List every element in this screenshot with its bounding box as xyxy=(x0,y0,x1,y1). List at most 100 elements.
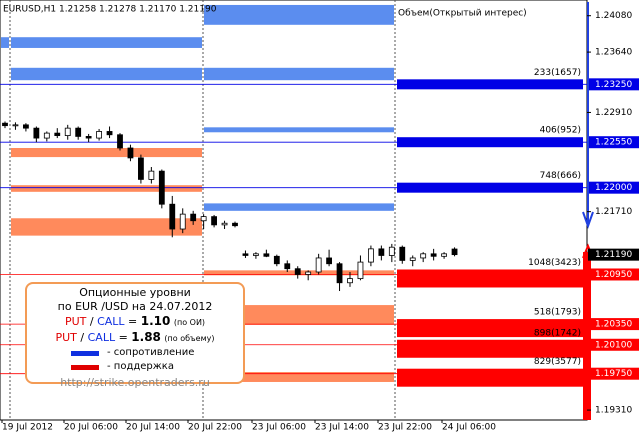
eq: = xyxy=(128,315,138,328)
price-tag-label: 1.23250 xyxy=(595,80,632,90)
note: (по ОИ) xyxy=(173,318,206,327)
current-price-label: 1.21190 xyxy=(595,250,632,260)
candle-body xyxy=(430,253,437,257)
zone xyxy=(11,67,202,81)
price-tag xyxy=(588,181,639,194)
url: http://strike.opentraders.ru xyxy=(60,376,210,389)
x-tick-label: 20 Jul 14:00 xyxy=(126,423,180,432)
candle-body xyxy=(315,257,322,273)
note: (по объему) xyxy=(164,334,215,343)
candle-body xyxy=(200,216,207,222)
x-tick-label: 20 Jul 06:00 xyxy=(64,423,118,432)
eq: = xyxy=(118,331,128,344)
candle-body xyxy=(106,131,113,136)
level-bar xyxy=(397,137,583,148)
candle-body xyxy=(409,257,416,261)
level-bar xyxy=(397,368,583,387)
level-label: 829(3577) xyxy=(534,357,581,367)
sep: / xyxy=(80,331,85,344)
price-tag-label: 1.19750 xyxy=(595,369,632,379)
level-bar xyxy=(397,339,583,358)
call: CALL xyxy=(87,331,116,344)
y-tick-label: 1.23640 xyxy=(595,48,632,58)
candle-body xyxy=(179,213,186,230)
price-tag-label: 1.20950 xyxy=(595,270,632,280)
level-label: 406(952) xyxy=(540,126,581,136)
x-tick-label: 23 Jul 14:00 xyxy=(315,423,369,432)
candle-body xyxy=(420,253,427,259)
price-tag xyxy=(588,367,639,380)
price-tag xyxy=(588,318,639,331)
sep: / xyxy=(89,315,94,328)
call: CALL xyxy=(97,315,125,328)
zone xyxy=(11,185,202,192)
y-tick-label: 1.19310 xyxy=(595,406,632,416)
candle-body xyxy=(284,263,291,270)
zone xyxy=(11,218,202,236)
legend-text: - поддержка xyxy=(107,361,174,372)
price-tag xyxy=(588,136,639,149)
price-tag-label: 1.20350 xyxy=(595,320,632,330)
candle-body xyxy=(169,203,176,230)
price-tag-label: 1.22550 xyxy=(595,138,632,148)
candle-body xyxy=(96,131,102,139)
ratio-row: PUT / CALL = 1.10 (по ОИ) xyxy=(27,314,243,330)
candle-body xyxy=(138,157,144,180)
candle-body xyxy=(54,132,61,136)
candle-body xyxy=(148,170,155,180)
level-bar xyxy=(397,319,583,338)
candle-body xyxy=(388,246,395,256)
candle-body xyxy=(399,246,406,261)
candle-body xyxy=(75,127,82,137)
x-tick-label: 23 Jul 06:00 xyxy=(252,423,306,432)
zone xyxy=(1,37,9,48)
info-box: Опционные уровни по EUR /USD на 24.07.20… xyxy=(25,282,245,389)
zone xyxy=(204,67,394,81)
candle-body xyxy=(232,222,238,227)
put: PUT xyxy=(64,315,87,328)
level-bar xyxy=(397,79,583,90)
price-tag-label: 1.20100 xyxy=(595,340,632,350)
zone xyxy=(204,372,394,382)
level-label: 898(1742) xyxy=(534,328,581,338)
ratio: 1.10 xyxy=(140,314,171,328)
support-bar xyxy=(583,252,591,420)
candle-body xyxy=(221,222,228,226)
x-tick-label: 23 Jul 22:00 xyxy=(378,423,432,432)
arrow-down-head xyxy=(582,211,594,229)
level-label: 233(1657) xyxy=(534,68,581,78)
legend-item: - сопротивление xyxy=(71,346,243,360)
candle-body xyxy=(336,263,343,284)
candle-body xyxy=(190,213,197,222)
candle-body xyxy=(294,268,301,275)
candle-body xyxy=(441,253,447,257)
candle-body xyxy=(127,147,134,159)
candle-body xyxy=(85,136,92,139)
zone xyxy=(204,305,394,325)
zone xyxy=(204,4,394,25)
price-tag-label: 1.22000 xyxy=(595,183,632,193)
y-tick-label: 1.24080 xyxy=(595,11,632,21)
candle-body xyxy=(158,170,165,205)
candle-body xyxy=(451,248,458,256)
info-title: Опционные уровни xyxy=(79,286,191,299)
candle-body xyxy=(263,253,270,257)
candle-body xyxy=(273,255,280,265)
candle-body xyxy=(12,124,19,127)
candle-body xyxy=(23,124,29,129)
zone xyxy=(11,147,202,158)
candle-body xyxy=(253,253,259,256)
candle-body xyxy=(368,248,374,263)
zone xyxy=(204,127,394,133)
level-label: 1048(3423) xyxy=(528,258,581,268)
chart-title: EURUSD,H1 1.21258 1.21278 1.21170 1.2119… xyxy=(3,5,217,15)
current-price-tag xyxy=(588,248,639,261)
candle-body xyxy=(357,261,364,280)
candle-body xyxy=(378,248,385,256)
level-label: 518(1793) xyxy=(534,308,581,318)
candle-body xyxy=(347,278,353,284)
level-label: 748(666) xyxy=(540,171,581,181)
legend-item: - поддержка xyxy=(71,360,243,374)
